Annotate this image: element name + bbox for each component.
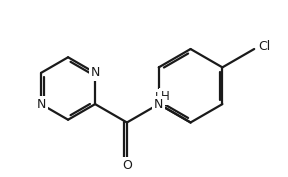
Text: H: H [161,90,170,103]
Text: H: H [154,91,163,104]
Text: N: N [154,98,163,111]
Text: N: N [90,66,100,79]
Text: O: O [122,159,132,172]
Text: N: N [36,98,46,111]
Text: Cl: Cl [258,40,270,53]
